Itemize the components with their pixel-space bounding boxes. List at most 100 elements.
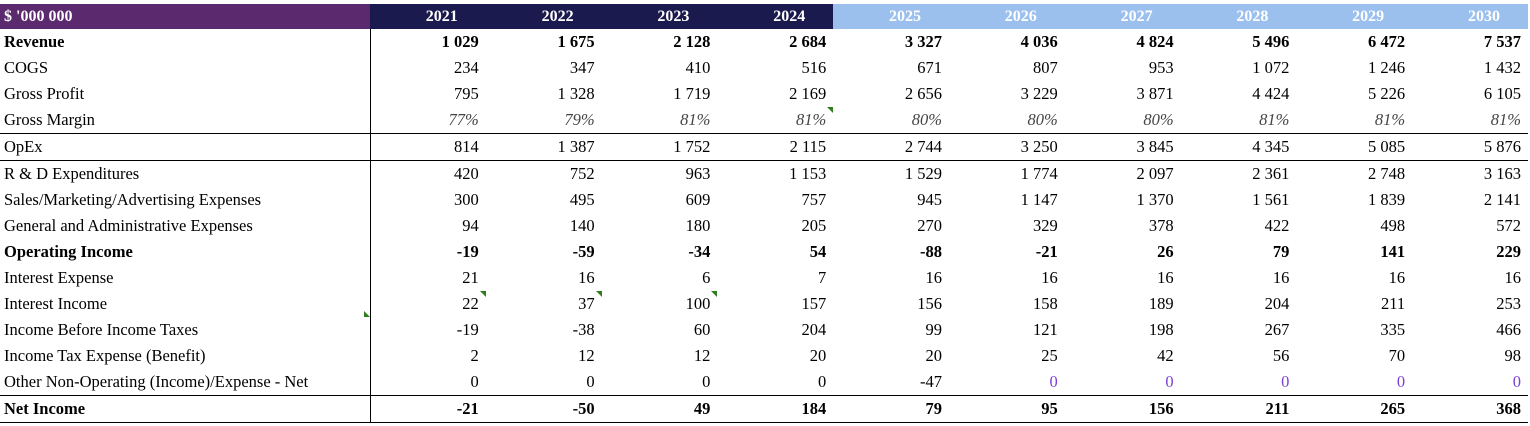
value-cell-2030[interactable]: 572 [1412,213,1528,239]
value-cell-2026[interactable]: 121 [949,317,1065,343]
value-cell-2021[interactable]: 94 [370,213,486,239]
value-cell-2029[interactable]: 335 [1296,317,1412,343]
value-cell-2028[interactable]: 56 [1181,343,1297,369]
row-label[interactable]: OpEx [0,133,371,161]
value-cell-2027[interactable]: 3 871 [1065,81,1181,107]
value-cell-2027[interactable]: 198 [1065,317,1181,343]
value-cell-2021[interactable]: -19 [370,239,486,265]
value-cell-2027[interactable]: 0 [1065,369,1181,396]
value-cell-2028[interactable]: 79 [1181,239,1297,265]
value-cell-2028[interactable]: 4 345 [1180,133,1297,161]
value-cell-2021[interactable]: 2 [370,343,486,369]
value-cell-2023[interactable]: 6 [602,265,718,291]
value-cell-2027[interactable]: 189 [1065,291,1181,317]
value-cell-2023[interactable]: 2 128 [602,29,718,55]
value-cell-2029[interactable]: 1 246 [1296,55,1412,81]
value-cell-2030[interactable]: 466 [1412,317,1528,343]
year-header-2030[interactable]: 2030 [1412,4,1528,29]
value-cell-2028[interactable]: 422 [1181,213,1297,239]
value-cell-2028[interactable]: 1 072 [1181,55,1297,81]
value-cell-2029[interactable]: 265 [1296,395,1413,423]
value-cell-2028[interactable]: 16 [1181,265,1297,291]
value-cell-2025[interactable]: 156 [833,291,949,317]
value-cell-2027[interactable]: 1 370 [1065,187,1181,213]
value-cell-2023[interactable]: 81% [602,107,718,134]
value-cell-2021[interactable]: 77% [370,107,486,134]
row-label[interactable]: R & D Expenditures [0,160,371,187]
value-cell-2030[interactable]: 81% [1412,107,1528,134]
value-cell-2025[interactable]: 945 [833,187,949,213]
value-cell-2022[interactable]: -50 [485,395,602,423]
value-cell-2023[interactable]: 12 [602,343,718,369]
value-cell-2029[interactable]: 5 226 [1296,81,1412,107]
value-cell-2026[interactable]: 1 147 [949,187,1065,213]
value-cell-2022[interactable]: 1 328 [486,81,602,107]
value-cell-2022[interactable]: 1 675 [486,29,602,55]
year-header-2026[interactable]: 2026 [948,4,1065,29]
year-header-2021[interactable]: 2021 [370,4,486,29]
value-cell-2026[interactable]: 158 [949,291,1065,317]
row-label[interactable]: Gross Margin [0,107,371,134]
value-cell-2026[interactable]: 95 [948,395,1065,423]
value-cell-2030[interactable]: 5 876 [1412,133,1528,161]
value-cell-2021[interactable]: 814 [370,133,486,161]
year-header-2027[interactable]: 2027 [1064,4,1181,29]
value-cell-2027[interactable]: 953 [1065,55,1181,81]
value-cell-2024[interactable]: 516 [717,55,833,81]
value-cell-2023[interactable]: 180 [602,213,718,239]
value-cell-2029[interactable]: 16 [1296,265,1412,291]
row-label[interactable]: Interest Expense [0,265,371,291]
value-cell-2023[interactable]: 963 [602,161,718,188]
value-cell-2021[interactable]: -21 [370,395,486,423]
value-cell-2024[interactable]: 20 [717,343,833,369]
value-cell-2025[interactable]: 3 327 [833,29,949,55]
value-cell-2021[interactable]: 234 [370,55,486,81]
value-cell-2030[interactable]: 368 [1412,395,1528,423]
value-cell-2029[interactable]: 70 [1296,343,1412,369]
value-cell-2026[interactable]: 3 229 [949,81,1065,107]
value-cell-2027[interactable]: 378 [1065,213,1181,239]
value-cell-2023[interactable]: 609 [602,187,718,213]
value-cell-2027[interactable]: 42 [1065,343,1181,369]
value-cell-2025[interactable]: 16 [833,265,949,291]
value-cell-2028[interactable]: 204 [1181,291,1297,317]
value-cell-2029[interactable]: 0 [1296,369,1412,396]
unit-label-cell[interactable]: $ '000 000 [0,4,370,29]
value-cell-2025[interactable]: 1 529 [833,161,949,188]
value-cell-2025[interactable]: 99 [833,317,949,343]
value-cell-2029[interactable]: 1 839 [1296,187,1412,213]
value-cell-2025[interactable]: 2 744 [833,133,949,161]
value-cell-2024[interactable]: 81% [717,107,834,134]
value-cell-2030[interactable]: 2 141 [1412,187,1528,213]
value-cell-2027[interactable]: 16 [1065,265,1181,291]
value-cell-2021[interactable]: -19 [370,317,486,343]
value-cell-2027[interactable]: 4 824 [1065,29,1181,55]
value-cell-2021[interactable]: 0 [370,369,486,396]
value-cell-2026[interactable]: 329 [949,213,1065,239]
value-cell-2021[interactable]: 1 029 [370,29,486,55]
value-cell-2029[interactable]: 498 [1296,213,1412,239]
value-cell-2029[interactable]: 6 472 [1296,29,1412,55]
row-label[interactable]: Interest Income [0,291,371,317]
value-cell-2025[interactable]: 20 [833,343,949,369]
row-label[interactable]: General and Administrative Expenses [0,213,371,239]
value-cell-2028[interactable]: 267 [1181,317,1297,343]
year-header-2028[interactable]: 2028 [1180,4,1297,29]
value-cell-2030[interactable]: 98 [1412,343,1528,369]
row-label[interactable]: Income Before Income Taxes [0,317,371,343]
value-cell-2024[interactable]: 757 [717,187,833,213]
value-cell-2026[interactable]: -21 [949,239,1065,265]
year-header-2024[interactable]: 2024 [717,4,834,29]
value-cell-2030[interactable]: 253 [1412,291,1528,317]
value-cell-2022[interactable]: -59 [486,239,602,265]
value-cell-2021[interactable]: 22 [370,291,486,317]
value-cell-2029[interactable]: 81% [1296,107,1412,134]
value-cell-2025[interactable]: 2 656 [833,81,949,107]
value-cell-2026[interactable]: 0 [949,369,1065,396]
value-cell-2022[interactable]: 12 [486,343,602,369]
row-label[interactable]: Net Income [0,395,371,423]
value-cell-2024[interactable]: 2 115 [717,133,834,161]
value-cell-2024[interactable]: 1 153 [717,161,833,188]
value-cell-2027[interactable]: 26 [1065,239,1181,265]
value-cell-2024[interactable]: 0 [717,369,833,396]
